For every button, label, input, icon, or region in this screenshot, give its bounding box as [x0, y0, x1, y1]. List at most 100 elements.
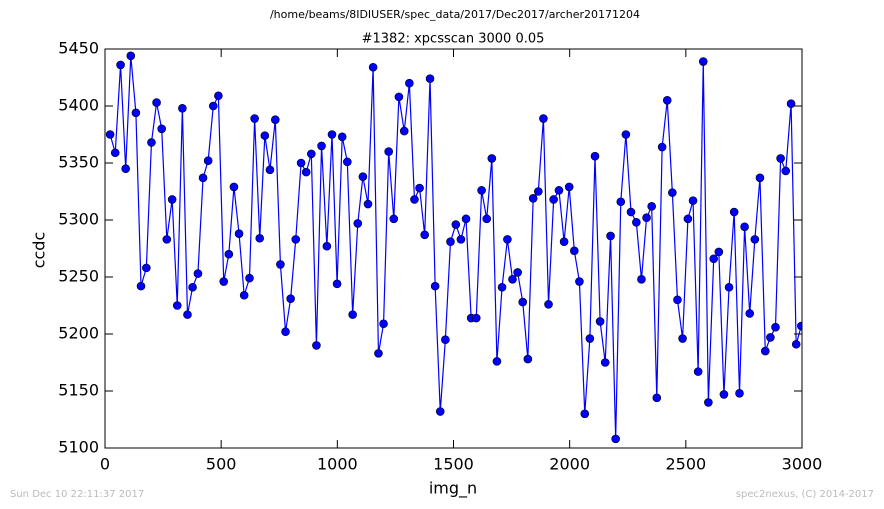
- data-point: [301, 167, 311, 177]
- data-point: [528, 194, 538, 203]
- data-point: [142, 263, 151, 273]
- data-point: [363, 199, 373, 209]
- data-point: [632, 217, 641, 227]
- y-tick-label: 5200: [58, 324, 99, 343]
- data-point: [105, 130, 115, 139]
- data-point: [477, 186, 486, 195]
- data-point: [745, 309, 755, 318]
- data-point: [771, 322, 780, 332]
- data-point: [719, 390, 729, 399]
- data-point: [781, 166, 791, 176]
- data-point: [755, 173, 765, 183]
- data-point: [435, 407, 445, 416]
- data-point: [368, 62, 378, 72]
- x-tick-label: 500: [206, 455, 237, 474]
- data-point: [704, 398, 713, 407]
- data-point: [791, 339, 801, 349]
- data-point: [657, 142, 667, 152]
- data-point: [590, 151, 600, 161]
- data-point: [523, 354, 533, 364]
- data-point: [208, 101, 218, 111]
- data-point: [642, 213, 651, 223]
- x-tick-label: 0: [100, 455, 110, 474]
- data-point: [600, 358, 610, 367]
- data-point: [575, 277, 584, 286]
- data-point: [487, 154, 497, 163]
- data-point: [688, 196, 698, 205]
- data-point: [271, 115, 280, 124]
- data-point: [198, 173, 208, 183]
- data-point: [265, 165, 275, 175]
- data-point: [136, 281, 146, 291]
- data-point: [740, 222, 749, 232]
- data-point: [693, 367, 703, 376]
- data-point: [147, 138, 156, 147]
- data-point: [534, 187, 543, 196]
- data-point: [786, 99, 796, 109]
- data-point: [348, 310, 357, 319]
- x-tick-label: 2000: [549, 455, 590, 474]
- data-point: [729, 207, 739, 217]
- data-point: [714, 247, 724, 257]
- data-point: [327, 130, 337, 139]
- data-point: [250, 114, 259, 123]
- data-point: [606, 231, 615, 241]
- data-point: [162, 235, 172, 244]
- data-point: [353, 219, 363, 228]
- data-point: [559, 237, 569, 246]
- data-point: [425, 74, 435, 83]
- y-tick-label: 5100: [58, 438, 99, 457]
- data-point: [513, 268, 522, 277]
- data-point: [415, 183, 424, 193]
- data-point: [214, 91, 223, 101]
- data-point: [797, 321, 802, 331]
- data-point: [322, 241, 332, 251]
- data-point: [178, 103, 187, 113]
- data-point: [307, 149, 316, 159]
- data-point: [157, 124, 166, 134]
- y-axis-label: ccdc: [30, 232, 49, 269]
- data-point: [394, 92, 404, 102]
- data-point: [420, 230, 429, 240]
- data-point: [188, 282, 197, 292]
- data-point: [456, 235, 466, 244]
- data-point: [760, 346, 770, 356]
- data-point: [616, 197, 626, 207]
- data-point: [116, 60, 125, 70]
- data-point: [399, 126, 409, 136]
- data-point: [683, 214, 693, 224]
- data-point: [121, 164, 130, 173]
- data-point: [735, 388, 744, 398]
- data-point: [766, 333, 775, 342]
- data-point: [580, 409, 590, 419]
- data-point: [281, 327, 290, 337]
- data-point: [167, 195, 177, 204]
- data-point: [652, 393, 662, 403]
- y-tick-label: 5400: [58, 96, 99, 115]
- data-point: [508, 274, 517, 284]
- y-tick-label: 5150: [58, 381, 99, 400]
- data-point: [518, 297, 528, 307]
- data-point: [389, 214, 399, 224]
- data-point: [564, 182, 574, 192]
- data-point: [539, 114, 548, 123]
- data-point: [585, 334, 595, 343]
- data-point: [203, 156, 213, 166]
- data-point: [678, 334, 687, 343]
- data-point: [430, 281, 440, 291]
- data-point: [131, 108, 141, 118]
- data-point: [224, 249, 234, 259]
- data-point: [374, 349, 383, 358]
- data-point: [317, 141, 326, 151]
- data-point: [152, 98, 161, 107]
- data-point: [497, 282, 507, 292]
- data-point: [219, 277, 229, 286]
- y-tick-label: 5350: [58, 153, 99, 172]
- data-point: [410, 195, 419, 204]
- data-point: [379, 319, 388, 329]
- data-point: [358, 172, 368, 181]
- data-point: [451, 220, 461, 229]
- data-point: [626, 207, 636, 217]
- data-point: [698, 57, 708, 66]
